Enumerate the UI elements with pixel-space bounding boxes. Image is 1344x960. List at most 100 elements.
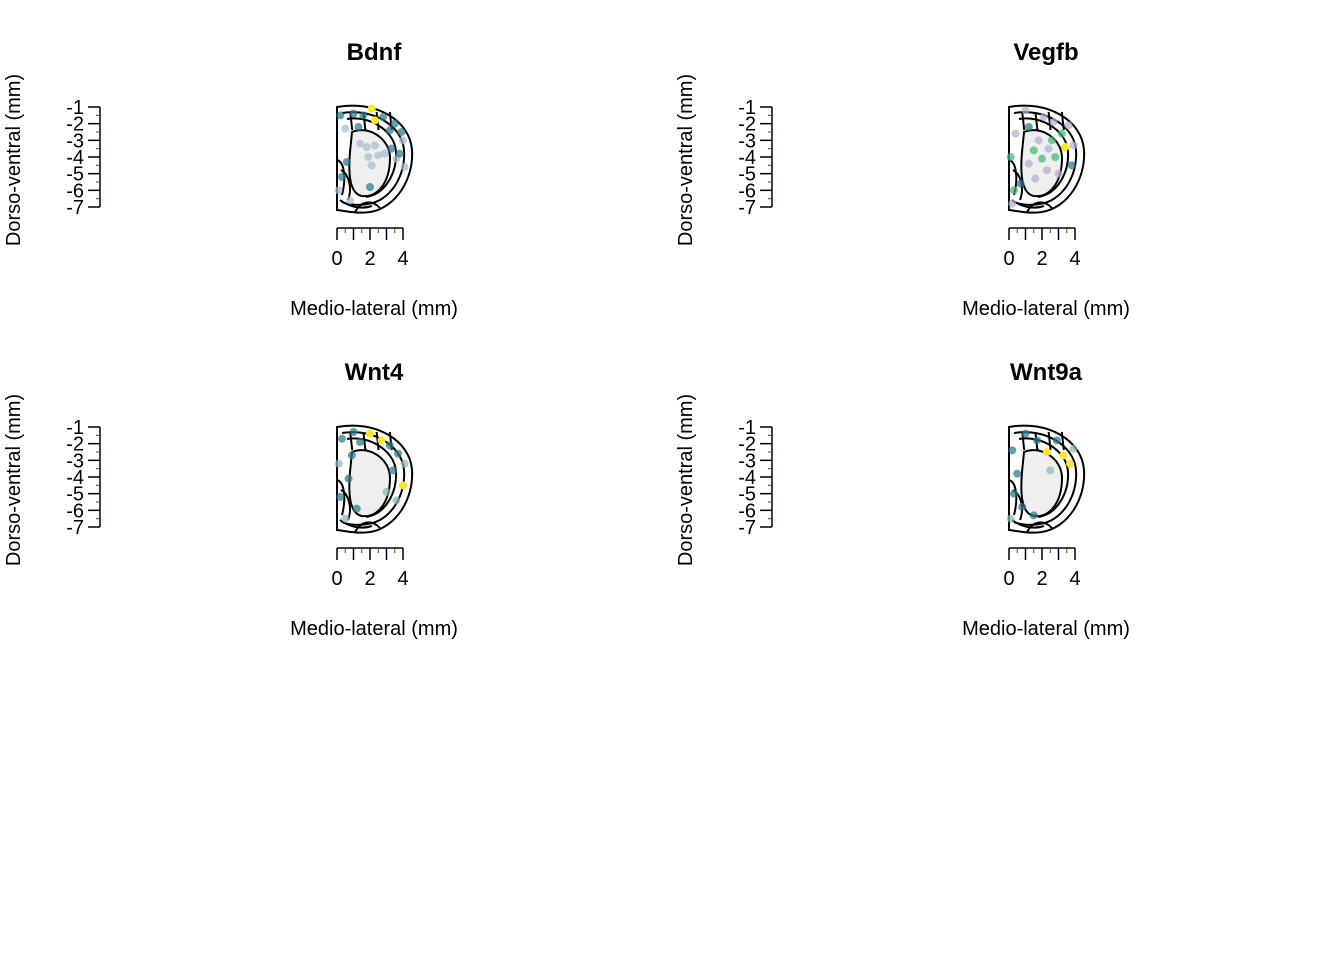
data-point [364, 153, 373, 161]
data-point [1006, 153, 1015, 161]
data-point [1038, 154, 1046, 163]
y-tick-label: -1 [738, 97, 756, 119]
data-point [395, 149, 404, 158]
y-tick-label: -1 [66, 417, 84, 439]
y-tick-label: -5 [66, 164, 84, 186]
data-point [1051, 153, 1060, 161]
radial-boundary [349, 431, 354, 451]
data-point [336, 111, 345, 120]
x-tick-label: 4 [397, 248, 408, 270]
chart-title: Bdnf [347, 39, 403, 66]
data-point [1042, 166, 1051, 175]
x-tick-label: 2 [1036, 568, 1047, 590]
y-tick-label: -1 [66, 97, 84, 119]
data-point [334, 459, 343, 468]
data-point [356, 139, 365, 148]
brain-atlas-outline [1008, 104, 1086, 214]
data-point [1033, 436, 1042, 445]
data-point [377, 436, 386, 445]
radial-boundary [362, 431, 367, 451]
ventral-region-contour [339, 519, 381, 533]
x-tick-label: 4 [1069, 568, 1080, 590]
data-point [389, 466, 398, 475]
data-point [385, 126, 394, 135]
radial-boundary [375, 431, 380, 451]
data-point [374, 151, 383, 160]
y-axis-label: Dorso-ventral (mm) [3, 394, 25, 566]
data-point [392, 496, 401, 505]
y-axis: -1-2-3-4-5-6-7 [738, 417, 773, 539]
data-point [1049, 118, 1058, 126]
data-point [1006, 514, 1015, 523]
data-point [1047, 136, 1056, 145]
x-tick-label: 0 [1003, 248, 1014, 270]
data-point [1021, 106, 1030, 115]
radial-boundary [1021, 111, 1026, 131]
data-point [1039, 113, 1048, 121]
data-point [362, 143, 371, 151]
data-point [346, 196, 355, 205]
radial-boundary [1047, 431, 1052, 451]
y-tick-label: -5 [66, 484, 84, 506]
x-tick-label: 4 [397, 568, 408, 590]
data-point [1059, 451, 1068, 460]
y-tick-label: -6 [738, 500, 756, 522]
data-point [1042, 448, 1051, 456]
cortex-layer-contour [1018, 117, 1070, 198]
radial-boundary [1060, 111, 1065, 131]
data-point [1057, 129, 1066, 138]
panel-vegfb: Vegfb Dorso-ventral (mm) Medio-lateral (mm… [675, 39, 1130, 320]
data-point [394, 449, 403, 458]
data-point [1024, 159, 1033, 168]
data-point [359, 111, 368, 120]
x-axis-label: Medio-lateral (mm) [962, 298, 1130, 320]
data-point [1067, 161, 1076, 170]
x-axis-label: Medio-lateral (mm) [290, 298, 458, 320]
x-tick-label: 2 [1036, 248, 1047, 270]
data-point [1069, 444, 1078, 453]
y-tick-label: -6 [66, 180, 84, 202]
data-point [1061, 143, 1070, 151]
data-point [1034, 136, 1043, 145]
data-point [1054, 169, 1063, 178]
x-tick-label: 0 [331, 568, 342, 590]
y-axis: -1-2-3-4-5-6-7 [66, 97, 101, 219]
panel-wnt9a: Wnt9a Dorso-ventral (mm) Medio-lateral (mm… [675, 359, 1130, 640]
data-point [1013, 469, 1022, 478]
x-tick-label: 2 [364, 248, 375, 270]
brain-atlas-outline [1008, 424, 1086, 534]
data-point [1018, 503, 1027, 511]
data-point [337, 173, 346, 181]
y-tick-label: -3 [66, 450, 84, 472]
data-point [1031, 174, 1040, 183]
y-tick-label: -7 [738, 517, 756, 539]
data-point [1021, 429, 1030, 438]
data-point [379, 113, 388, 121]
radial-boundary [1034, 111, 1039, 131]
y-axis: -1-2-3-4-5-6-7 [738, 97, 773, 219]
data-point [1008, 199, 1017, 208]
data-point [1029, 146, 1038, 155]
data-point [354, 123, 363, 131]
y-tick-label: -2 [66, 114, 84, 136]
chart-title: Wnt9a [1010, 359, 1083, 386]
y-tick-label: -2 [738, 434, 756, 456]
data-points [334, 428, 409, 523]
x-axis-label: Medio-lateral (mm) [962, 618, 1130, 640]
y-tick-label: -2 [738, 114, 756, 136]
data-point [366, 429, 374, 438]
data-point [385, 441, 394, 450]
radial-boundary [1060, 431, 1065, 451]
data-point [387, 144, 396, 153]
y-axis-label: Dorso-ventral (mm) [3, 74, 25, 246]
data-point [1069, 141, 1078, 150]
data-point [400, 459, 409, 468]
cortex-layer-contour [346, 117, 398, 198]
x-tick-label: 0 [1003, 568, 1014, 590]
data-point [349, 428, 358, 436]
ventral-region-contour [339, 199, 381, 213]
